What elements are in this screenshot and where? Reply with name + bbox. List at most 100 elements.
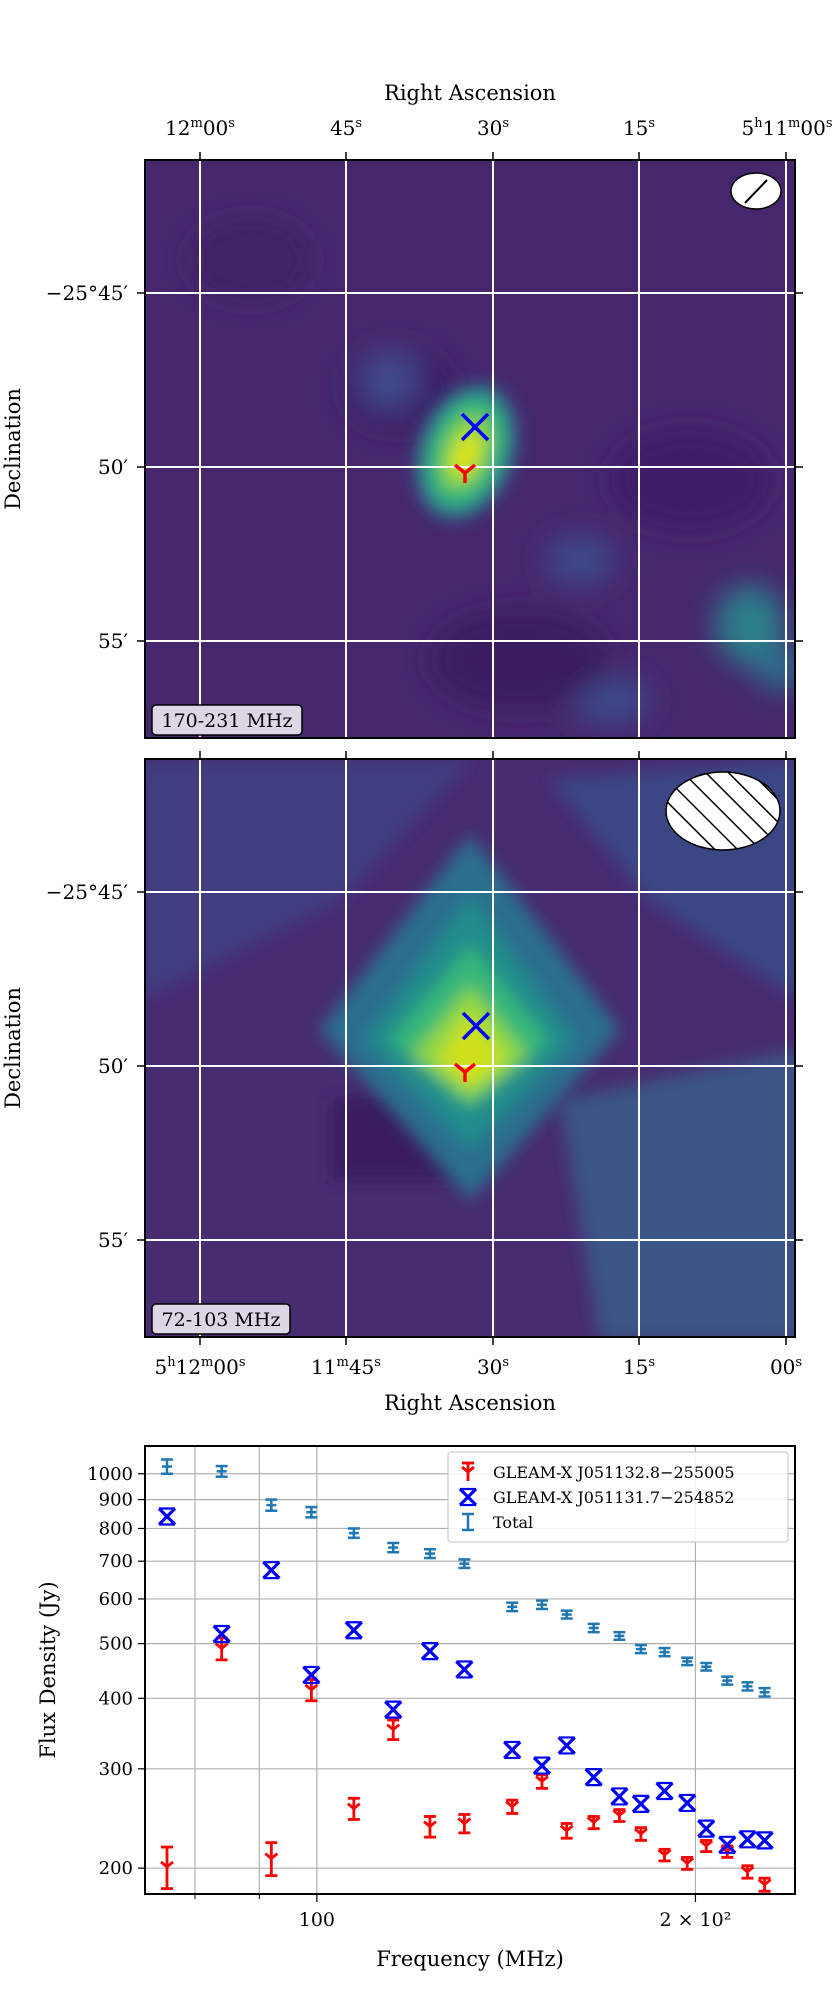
mid-ra-tick-label-0: 5h12m00s xyxy=(154,1355,245,1379)
top-source-a-marker xyxy=(453,463,477,483)
sed-point-1-2 xyxy=(262,1560,281,1580)
sed-point-0-13 xyxy=(634,1826,648,1842)
sed-point-0-19 xyxy=(757,1876,772,1893)
top-map-frame xyxy=(144,159,796,739)
top-dec-tick-label-1: 50′ xyxy=(98,455,128,479)
sed-ytick-label-300: 300 xyxy=(99,1759,133,1780)
sed-legend-box xyxy=(447,1451,789,1543)
mid-band-label-box: 72-103 MHz xyxy=(151,1303,291,1335)
mid-ra-tick-label-3: 15s xyxy=(623,1355,655,1379)
mid-beam-ellipse xyxy=(665,771,781,851)
sed-point-0-14 xyxy=(657,1847,672,1863)
sed-point-0-4 xyxy=(346,1796,361,1821)
mid-map-frame xyxy=(144,758,796,1338)
sed-legend-label-1: GLEAM-X J051131.7−254852 xyxy=(493,1488,735,1507)
sed-legend-label-2: Total xyxy=(493,1513,533,1532)
mid-ticks xyxy=(137,751,803,1345)
top-ra-tick-label-1: 45s xyxy=(330,116,362,140)
sed-point-1-17 xyxy=(718,1835,737,1854)
sed-point-2-11 xyxy=(587,1622,600,1634)
top-band-label: 170-231 MHz xyxy=(161,710,292,732)
sed-point-2-18 xyxy=(741,1681,754,1692)
sed-point-2-12 xyxy=(613,1630,626,1641)
sed-ytick-label-700: 700 xyxy=(99,1551,133,1572)
sed-point-2-10 xyxy=(560,1609,573,1620)
top-ra-tick-label-3: 15s xyxy=(623,116,655,140)
sed-point-0-16 xyxy=(699,1839,714,1853)
mid-dec-tick-label-0: −25°45′ xyxy=(46,880,129,904)
sed-point-2-15 xyxy=(681,1656,694,1667)
sed-point-2-2 xyxy=(265,1498,278,1512)
sed-point-1-19 xyxy=(755,1831,774,1850)
sed-legend-item-2: Total xyxy=(462,1512,533,1532)
sed-point-1-14 xyxy=(655,1781,674,1801)
sed-point-2-1 xyxy=(215,1464,228,1478)
sed-point-2-3 xyxy=(305,1505,318,1519)
mid-ra-tick-label-4: 00s xyxy=(770,1355,802,1379)
sed-point-2-8 xyxy=(506,1601,519,1613)
sed-point-0-5 xyxy=(386,1718,401,1741)
sed-point-1-13 xyxy=(631,1794,651,1814)
sed-point-2-7 xyxy=(458,1558,471,1570)
top-ra-tick-label-2: 30s xyxy=(477,116,509,140)
sed-point-0-2 xyxy=(264,1841,279,1878)
sed-point-2-4 xyxy=(347,1527,360,1540)
top-ra-tick-label-4: 5h11m00s xyxy=(741,116,832,140)
sed-point-0-15 xyxy=(680,1855,695,1871)
sed-point-2-14 xyxy=(658,1646,671,1658)
sed-point-0-8 xyxy=(505,1798,520,1815)
sed-point-1-6 xyxy=(420,1641,440,1661)
sed-point-0-6 xyxy=(423,1815,437,1839)
top-ra-axis-title: Right Ascension xyxy=(384,81,556,105)
top-ra-tick-label-0: 12m00s xyxy=(165,116,235,140)
top-beam-ellipse xyxy=(730,172,782,210)
mid-band-label: 72-103 MHz xyxy=(162,1309,281,1331)
top-band-label-box: 170-231 MHz xyxy=(151,704,303,736)
sed-point-1-15 xyxy=(678,1793,697,1813)
sed-point-2-0 xyxy=(160,1458,173,1476)
sed-point-2-13 xyxy=(634,1643,647,1655)
sed-point-0-12 xyxy=(612,1808,627,1823)
sed-xtick-label-200: 2 × 10² xyxy=(659,1909,731,1931)
sed-legend-item-1: GLEAM-X J051131.7−254852 xyxy=(458,1487,735,1507)
sed-point-1-4 xyxy=(344,1621,363,1640)
sed-frame xyxy=(144,1445,796,1895)
sed-point-1-9 xyxy=(532,1756,552,1775)
sed-legend-label-0: GLEAM-X J051132.8−255005 xyxy=(493,1463,735,1482)
sed-legend: GLEAM-X J051132.8−255005 GLEAM-X J051131.… xyxy=(447,1451,789,1543)
sed-point-2-16 xyxy=(700,1661,713,1672)
sed-point-1-8 xyxy=(503,1740,522,1760)
sed-ytick-label-500: 500 xyxy=(99,1634,133,1655)
mid-dec-axis-title: Declination xyxy=(1,987,25,1109)
top-dec-tick-label-0: −25°45′ xyxy=(46,281,129,305)
sed-ytick-label-400: 400 xyxy=(99,1688,133,1709)
sed-point-1-5 xyxy=(384,1700,403,1719)
mid-source-b-marker xyxy=(461,1011,491,1041)
mid-dec-tick-label-2: 55′ xyxy=(98,1228,128,1252)
sed-ytick-label-600: 600 xyxy=(99,1589,133,1610)
top-source-b-marker xyxy=(460,412,490,442)
sed-point-0-18 xyxy=(740,1864,755,1880)
mid-grid xyxy=(145,759,795,1337)
sed-xtick-label-100: 100 xyxy=(299,1909,335,1931)
sed-point-1-11 xyxy=(584,1767,603,1787)
sed-ytick-label-900: 900 xyxy=(99,1490,133,1511)
mid-source-a-marker xyxy=(453,1062,477,1082)
sed-point-1-0 xyxy=(157,1507,177,1526)
top-dec-axis-title: Declination xyxy=(1,388,25,510)
top-map xyxy=(145,160,795,738)
sed-point-2-5 xyxy=(387,1541,400,1554)
sed-point-1-12 xyxy=(610,1787,629,1806)
mid-dec-tick-label-1: 50′ xyxy=(98,1054,128,1078)
sed-point-1-18 xyxy=(738,1830,757,1849)
mid-ra-tick-label-2: 30s xyxy=(477,1355,509,1379)
sed-chart: 200 300 400 500 600 700 800 900 1000 100 2 × 10² Fr… xyxy=(36,1445,796,1971)
sed-point-0-11 xyxy=(586,1815,601,1831)
sed-point-2-19 xyxy=(758,1686,771,1698)
mid-ra-tick-label-1: 11m45s xyxy=(311,1355,381,1379)
top-dec-tick-label-2: 55′ xyxy=(98,629,128,653)
top-ticks xyxy=(137,152,803,642)
sed-point-0-0 xyxy=(160,1845,174,1891)
sed-point-2-9 xyxy=(535,1599,548,1611)
